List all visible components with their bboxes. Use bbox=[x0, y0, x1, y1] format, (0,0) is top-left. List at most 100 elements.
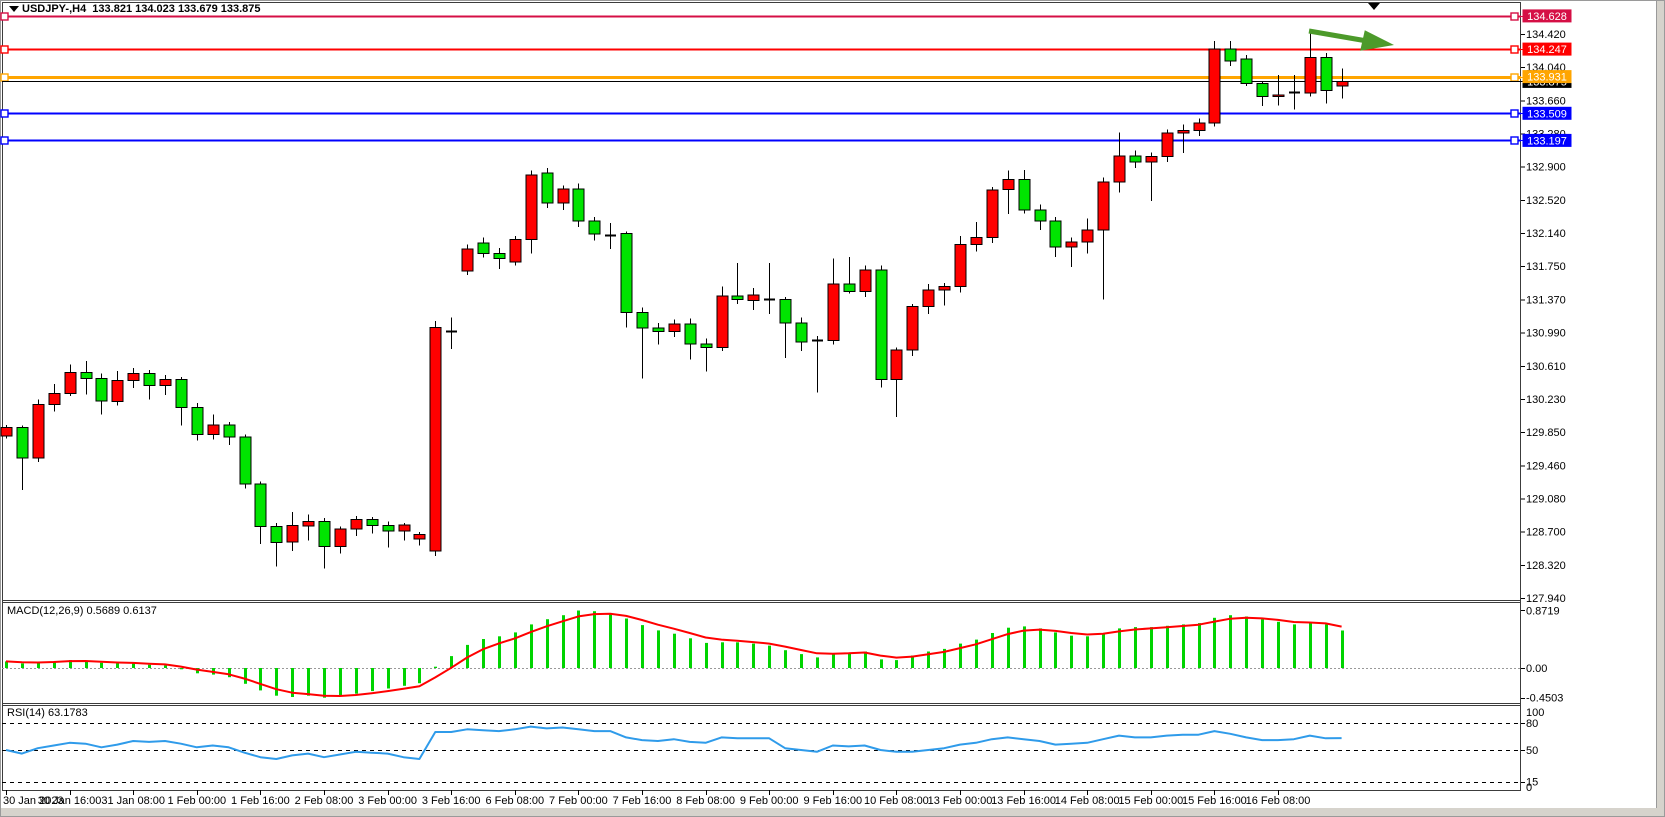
candle bbox=[461, 244, 474, 276]
candle bbox=[1193, 118, 1206, 136]
price-axis-tick-label: 132.520 bbox=[1526, 195, 1566, 207]
candle bbox=[922, 283, 935, 315]
candle bbox=[541, 168, 554, 209]
candle bbox=[286, 511, 299, 551]
rsi-scale-label: 100 bbox=[1526, 707, 1544, 719]
candle bbox=[1097, 177, 1110, 300]
candle bbox=[509, 235, 522, 266]
candle bbox=[0, 424, 13, 439]
price-axis-tick-label: 132.140 bbox=[1526, 228, 1566, 240]
rsi-indicator-label: RSI(14) 63.1783 bbox=[7, 707, 88, 719]
hline-handle[interactable] bbox=[1510, 12, 1519, 21]
candle bbox=[1208, 41, 1221, 127]
rsi-scale-label: 80 bbox=[1526, 718, 1538, 730]
candle bbox=[1065, 237, 1078, 268]
candle bbox=[906, 303, 919, 356]
candle bbox=[557, 185, 570, 210]
candle bbox=[652, 322, 665, 345]
price-badge-support-1 bbox=[1522, 106, 1572, 120]
candle bbox=[1240, 54, 1253, 87]
hline-handle[interactable] bbox=[1510, 109, 1519, 118]
hline-handle[interactable] bbox=[1510, 136, 1519, 145]
price-axis-tick-label: 130.230 bbox=[1526, 394, 1566, 406]
candle bbox=[731, 262, 744, 304]
candle bbox=[1145, 152, 1158, 202]
candle bbox=[588, 216, 601, 241]
candle bbox=[477, 237, 490, 258]
candle bbox=[1289, 74, 1300, 110]
hline-handle[interactable] bbox=[0, 136, 9, 145]
candle bbox=[668, 319, 681, 337]
time-axis-label: 31 Jan 08:00 bbox=[101, 795, 165, 807]
candle bbox=[890, 347, 903, 417]
candle bbox=[636, 307, 649, 379]
candle bbox=[1177, 124, 1190, 154]
candle bbox=[827, 258, 840, 345]
hline-handle[interactable] bbox=[0, 73, 9, 82]
candle bbox=[32, 399, 45, 463]
candle bbox=[1161, 129, 1174, 162]
candle bbox=[80, 361, 93, 395]
candle bbox=[207, 414, 220, 440]
candle bbox=[986, 187, 999, 243]
rsi-line bbox=[5, 725, 1342, 760]
candle bbox=[191, 403, 204, 441]
time-axis-label: 7 Feb 16:00 bbox=[613, 795, 672, 807]
candle bbox=[1224, 41, 1237, 67]
candle bbox=[764, 262, 775, 315]
time-axis-label: 14 Feb 08:00 bbox=[1055, 795, 1120, 807]
candle bbox=[716, 286, 729, 351]
candle bbox=[223, 422, 236, 445]
rsi-scale-label: 15 bbox=[1526, 777, 1538, 789]
rsi-scale-label: 50 bbox=[1526, 745, 1538, 757]
time-axis-label: 8 Feb 08:00 bbox=[676, 795, 735, 807]
price-axis-tick-label: 128.320 bbox=[1526, 560, 1566, 572]
hline-handle[interactable] bbox=[0, 12, 9, 21]
window-bottom-margin bbox=[0, 808, 1665, 817]
price-badge-support-2-text: 133.197 bbox=[1527, 135, 1567, 147]
hline-handle[interactable] bbox=[1510, 73, 1519, 82]
time-axis-label: 13 Feb 16:00 bbox=[991, 795, 1056, 807]
candle bbox=[111, 370, 124, 406]
time-axis-label: 3 Feb 16:00 bbox=[422, 795, 481, 807]
trend-arrow-head-icon[interactable] bbox=[1360, 30, 1394, 51]
macd-scale-label: 0.8719 bbox=[1526, 605, 1560, 617]
hline-handle[interactable] bbox=[0, 45, 9, 54]
candle bbox=[525, 170, 538, 254]
trend-arrow-icon[interactable] bbox=[1308, 28, 1368, 44]
candle bbox=[446, 317, 457, 350]
candle bbox=[620, 231, 633, 328]
candle bbox=[812, 336, 823, 393]
price-axis-tick-label: 128.700 bbox=[1526, 527, 1566, 539]
candle bbox=[143, 369, 156, 400]
price-axis-tick-label: 130.610 bbox=[1526, 361, 1566, 373]
hline-handle[interactable] bbox=[0, 109, 9, 118]
price-axis-tick-label: 129.080 bbox=[1526, 493, 1566, 505]
candle bbox=[747, 288, 760, 310]
candle bbox=[795, 317, 808, 351]
price-axis-tick-label: 131.370 bbox=[1526, 294, 1566, 306]
chart-shift-marker-icon[interactable] bbox=[1368, 3, 1380, 10]
candle bbox=[1049, 216, 1062, 257]
price-axis-tick-label: 134.420 bbox=[1526, 29, 1566, 41]
candle bbox=[493, 248, 506, 269]
candle bbox=[700, 338, 713, 372]
window-right-margin bbox=[1657, 0, 1665, 817]
price-badge-pivot-orange-text: 133.931 bbox=[1527, 72, 1567, 84]
candle bbox=[970, 222, 983, 252]
candle bbox=[859, 265, 872, 297]
candle bbox=[366, 517, 379, 534]
price-badge-resistance-upper-text: 134.628 bbox=[1527, 11, 1567, 23]
symbol-dropdown-icon[interactable] bbox=[7, 2, 21, 14]
candle bbox=[684, 318, 697, 360]
price-axis-tick-label: 132.900 bbox=[1526, 162, 1566, 174]
time-axis-label: 16 Feb 08:00 bbox=[1246, 795, 1311, 807]
candle bbox=[382, 521, 395, 548]
price-badge-support-1-text: 133.509 bbox=[1527, 108, 1567, 120]
hline-handle[interactable] bbox=[1510, 45, 1519, 54]
candle bbox=[1272, 74, 1285, 106]
price-axis-tick-label: 129.850 bbox=[1526, 427, 1566, 439]
candle bbox=[429, 321, 442, 557]
